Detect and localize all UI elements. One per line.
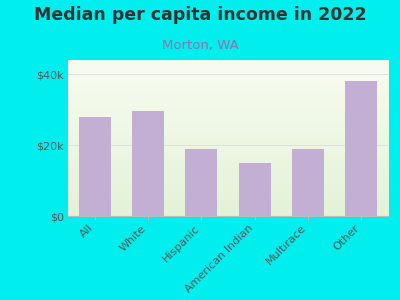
Bar <box>132 111 164 216</box>
Bar <box>79 117 111 216</box>
Bar <box>292 148 324 216</box>
Text: Median per capita income in 2022: Median per capita income in 2022 <box>34 6 366 24</box>
Text: Morton, WA: Morton, WA <box>162 39 238 52</box>
Bar <box>345 81 377 216</box>
Bar <box>239 163 271 216</box>
Bar <box>185 148 217 216</box>
